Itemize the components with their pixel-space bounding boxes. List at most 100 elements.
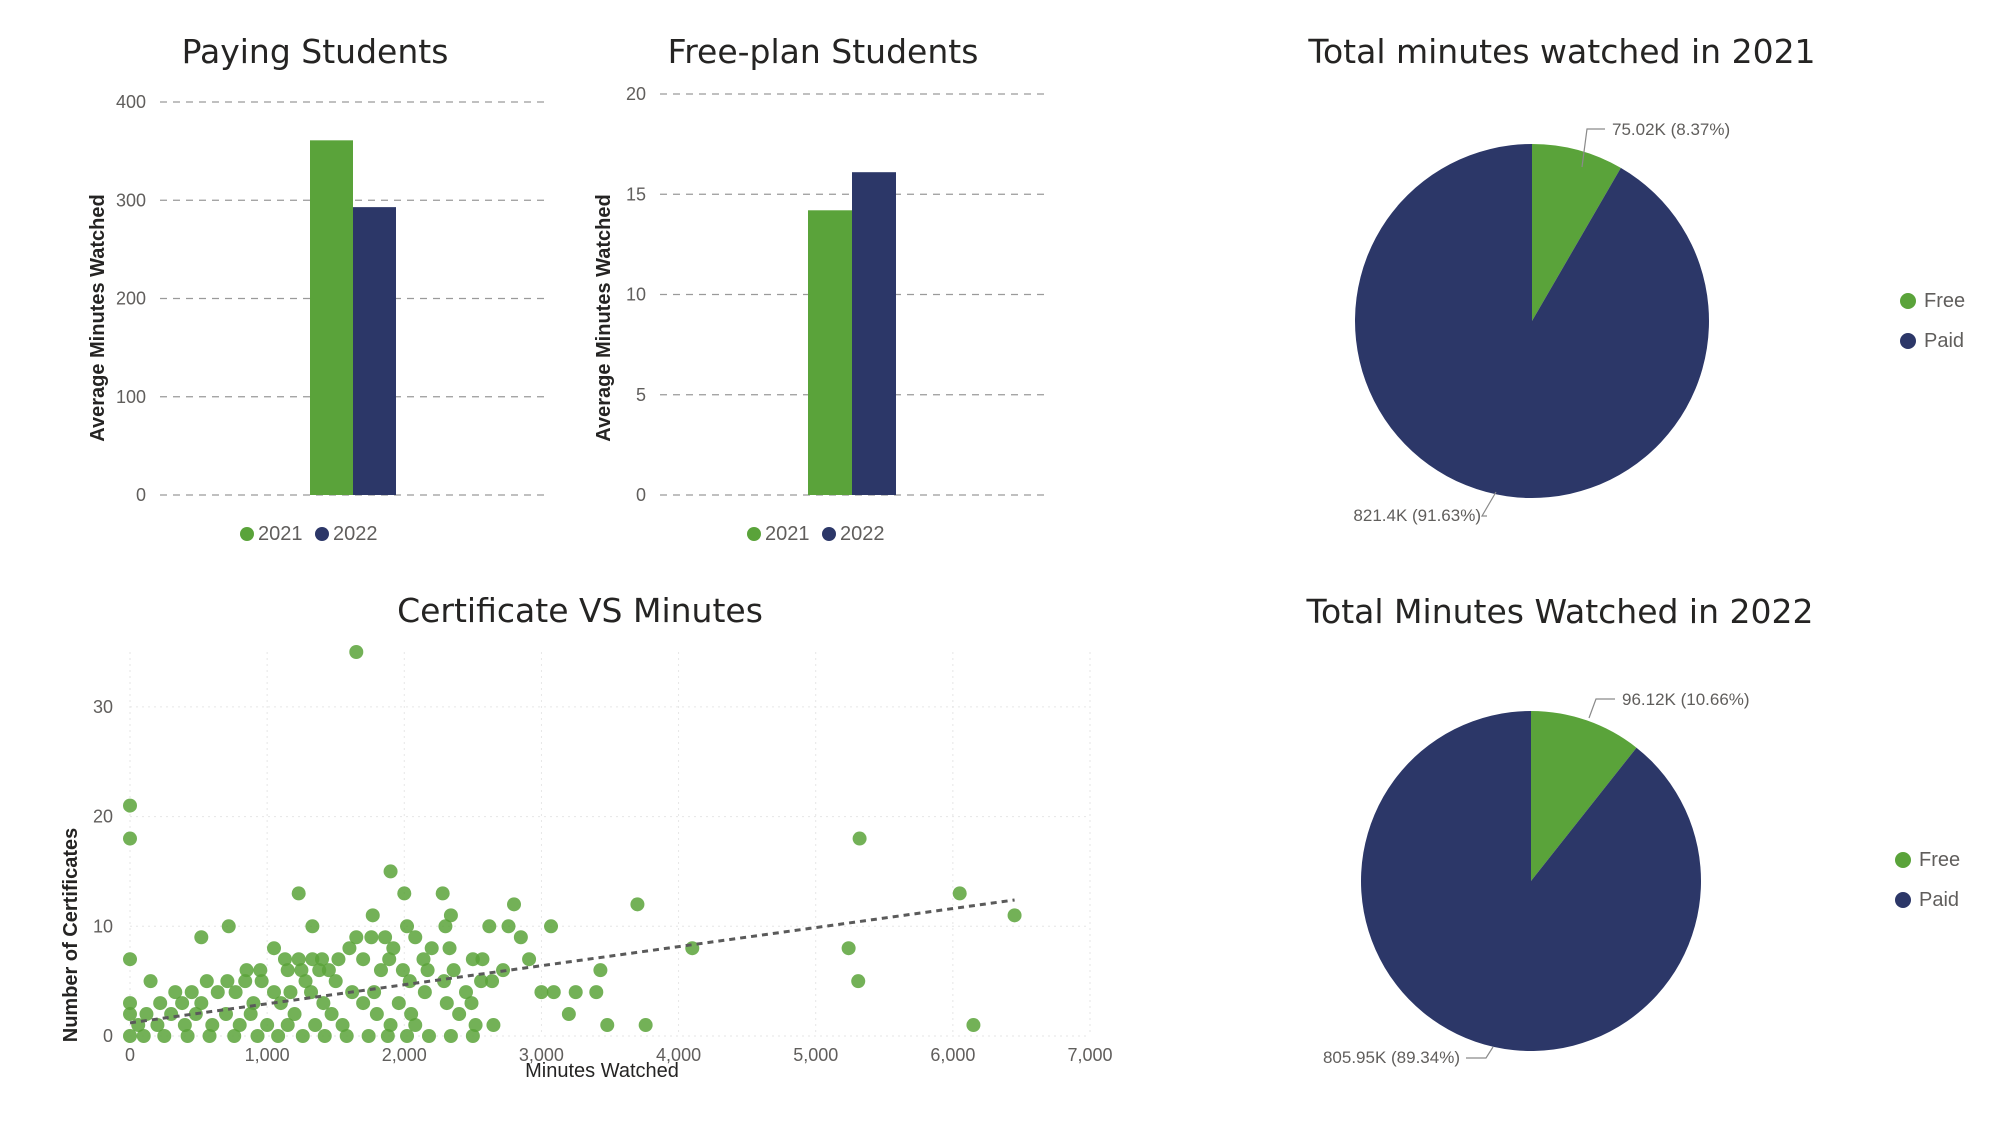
x-tick-label: 7,000	[1067, 1045, 1112, 1065]
x-tick-label: 6,000	[930, 1045, 975, 1065]
scatter-point	[175, 996, 190, 1011]
bar-2021	[310, 140, 353, 495]
scatter-point	[474, 974, 489, 989]
bar-2022	[852, 172, 896, 495]
leader-line	[1588, 698, 1615, 719]
scatter-point	[328, 974, 343, 989]
scatter-point	[317, 1029, 332, 1043]
y-tick-label: 100	[116, 387, 146, 407]
scatter-point	[966, 1018, 981, 1033]
scatter-point	[210, 985, 225, 1000]
scatter-point	[316, 996, 331, 1011]
leader-line	[1466, 1046, 1494, 1059]
scatter-point	[391, 996, 406, 1011]
scatter-point	[593, 963, 608, 978]
legend-label: Paid	[1924, 330, 1964, 352]
pie-data-label: 75.02K (8.37%)	[1612, 120, 1730, 139]
scatter-point	[280, 1018, 295, 1033]
scatter-point	[250, 1029, 265, 1043]
scatter-point	[157, 1029, 172, 1043]
scatter-point	[273, 996, 288, 1011]
scatter-point	[277, 952, 292, 967]
scatter-point	[443, 908, 458, 923]
y-tick-label: 0	[136, 485, 146, 505]
scatter-point	[404, 1007, 419, 1022]
scatter-point	[507, 897, 521, 912]
scatter-point	[452, 1007, 467, 1022]
legend-marker-2021	[240, 527, 254, 541]
scatter-point	[298, 974, 313, 989]
scatter-point	[356, 952, 371, 967]
scatter-point	[475, 952, 490, 967]
scatter-point	[239, 963, 254, 978]
chart-title: Certificate VS Minutes	[397, 591, 763, 630]
scatter-point	[339, 1029, 354, 1043]
x-tick-label: 0	[125, 1045, 135, 1065]
scatter-point	[153, 996, 168, 1011]
scatter-point	[369, 1007, 384, 1022]
scatter-point	[464, 996, 479, 1011]
scatter-point	[465, 1029, 480, 1043]
scatter-point	[315, 952, 329, 967]
scatter-point	[400, 919, 415, 934]
legend-marker-free	[1900, 293, 1916, 309]
scatter-point	[123, 952, 137, 967]
x-tick-label: 4,000	[656, 1045, 701, 1065]
scatter-point	[324, 1007, 339, 1022]
scatter-point	[331, 952, 346, 967]
y-tick-label: 5	[636, 385, 646, 405]
scatter-point	[435, 886, 450, 901]
scatter-point	[395, 963, 410, 978]
scatter-point	[485, 974, 500, 989]
x-tick-label: 3,000	[519, 1045, 564, 1065]
scatter-point	[438, 919, 453, 934]
scatter-point	[168, 985, 183, 1000]
scatter-point	[465, 952, 480, 967]
y-tick-label: 400	[116, 92, 146, 112]
legend-label: Free	[1924, 290, 1965, 312]
scatter-point	[397, 886, 412, 901]
bar-2022	[353, 207, 396, 495]
scatter-point	[417, 985, 432, 1000]
pie-2022-svg: Total Minutes Watched in 2022 96.12K (10…	[1306, 592, 1961, 1067]
legend-marker-2022	[315, 527, 329, 541]
y-tick-label: 10	[93, 916, 113, 936]
scatter-point	[254, 974, 269, 989]
scatter-point	[501, 919, 516, 934]
leader-line	[1480, 491, 1497, 517]
scatter-point	[243, 1007, 258, 1022]
scatter-point	[232, 1018, 247, 1033]
scatter-point	[342, 941, 357, 956]
legend-label: Paid	[1919, 889, 1959, 911]
y-tick-label: 20	[93, 807, 113, 827]
scatter-point	[459, 985, 473, 1000]
y-tick-label: 20	[626, 84, 646, 104]
scatter-point	[356, 996, 371, 1011]
pie-data-label: 805.95K (89.34%)	[1323, 1048, 1460, 1067]
scatter-point	[194, 930, 209, 945]
scatter-point	[952, 886, 967, 901]
scatter-point	[184, 985, 199, 1000]
legend-label: 2022	[333, 523, 378, 545]
scatter-point	[349, 930, 364, 945]
legend-marker-2022	[822, 527, 836, 541]
y-tick-label: 200	[116, 289, 146, 309]
scatter-point	[589, 985, 604, 1000]
legend-label: 2021	[258, 523, 303, 545]
scatter-point	[150, 1018, 165, 1033]
scatter-point	[486, 1018, 501, 1033]
scatter-point	[380, 1029, 395, 1043]
pie-slice-paid	[1355, 144, 1709, 499]
scatter-point	[123, 1029, 137, 1043]
scatter-point	[400, 1029, 415, 1043]
y-tick-label: 300	[116, 190, 146, 210]
chart-title: Total minutes watched in 2021	[1307, 32, 1815, 71]
x-tick-label: 1,000	[245, 1045, 290, 1065]
scatter-point	[280, 963, 295, 978]
scatter-point	[291, 952, 306, 967]
y-tick-label: 30	[93, 697, 113, 717]
y-tick-label: 10	[626, 285, 646, 305]
scatter-point	[439, 996, 454, 1011]
scatter-point	[260, 1018, 275, 1033]
scatter-point	[1007, 908, 1022, 923]
